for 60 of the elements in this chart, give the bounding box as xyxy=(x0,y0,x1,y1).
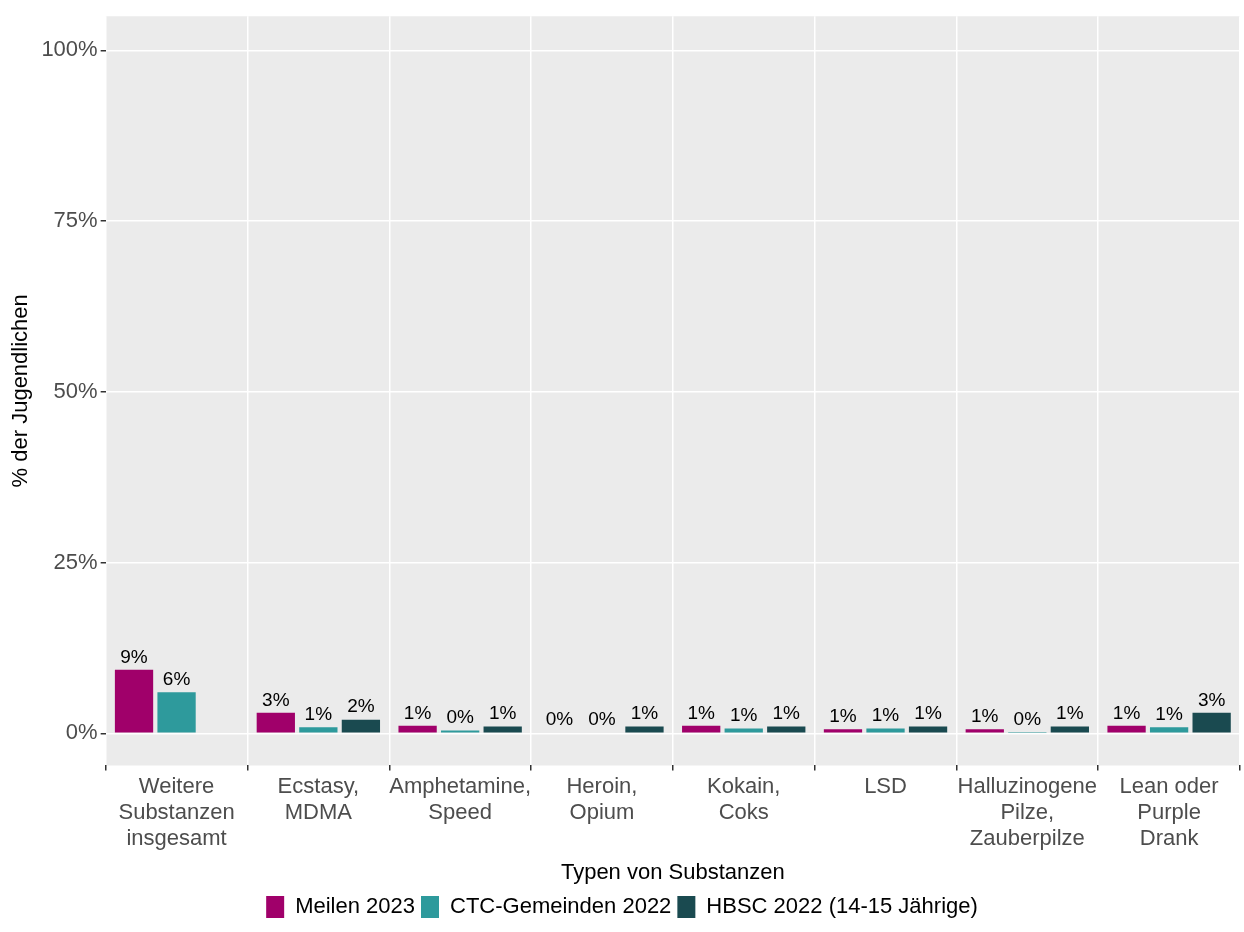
data-label: 1% xyxy=(829,704,857,726)
bar xyxy=(1107,725,1146,733)
x-axis-title: Typen von Substanzen xyxy=(560,858,785,884)
bar xyxy=(483,726,522,733)
legend-label: CTC-Gemeinden 2022 xyxy=(450,893,672,919)
data-label: 1% xyxy=(488,702,517,724)
data-label: 6% xyxy=(162,668,191,690)
bar xyxy=(965,729,1004,733)
data-label: 3% xyxy=(1197,688,1226,710)
bar xyxy=(682,725,721,733)
y-tick-label: 75% xyxy=(53,207,98,233)
bar xyxy=(1050,726,1089,733)
bar xyxy=(341,719,381,733)
bar xyxy=(157,692,196,733)
x-tick-label: Ecstasy, MDMA xyxy=(277,772,360,825)
x-tick-label: Lean oder Purple Drank xyxy=(1119,772,1219,851)
data-label: 1% xyxy=(403,701,432,723)
bar xyxy=(823,729,863,733)
bar xyxy=(866,728,905,733)
data-label: 3% xyxy=(262,688,290,710)
y-tick-label: 50% xyxy=(53,377,98,403)
data-label: 1% xyxy=(630,702,659,724)
data-label: 1% xyxy=(914,702,942,724)
x-tick-label: Weitere Substanzen insgesamt xyxy=(118,772,235,851)
bar xyxy=(1192,712,1231,733)
data-label: 1% xyxy=(971,704,999,726)
data-label: 0% xyxy=(545,708,574,730)
bar xyxy=(299,727,338,733)
y-tick-label: 0% xyxy=(65,719,98,745)
x-tick-label: Heroin, Opium xyxy=(566,772,638,825)
data-label: 0% xyxy=(588,708,616,730)
data-label: 1% xyxy=(772,702,801,724)
data-label: 1% xyxy=(1112,701,1141,723)
data-label: 1% xyxy=(1155,702,1183,724)
bar xyxy=(114,669,154,733)
y-tick-label: 25% xyxy=(53,548,98,574)
y-axis-title: % der Jugendlichen xyxy=(7,294,33,488)
x-tick-label: Kokain, Coks xyxy=(707,772,781,825)
bar xyxy=(908,726,948,733)
bar xyxy=(724,728,763,733)
x-tick-label: Halluzinogene Pilze, Zauberpilze xyxy=(957,772,1098,851)
bar xyxy=(256,712,295,733)
x-tick-label: LSD xyxy=(864,772,907,798)
data-label: 0% xyxy=(1013,707,1042,729)
bar xyxy=(1149,727,1189,733)
data-label: 1% xyxy=(304,702,333,724)
bar xyxy=(767,726,806,733)
data-label: 1% xyxy=(730,704,758,726)
legend-label: HBSC 2022 (14-15 Jährige) xyxy=(706,893,978,919)
bar xyxy=(398,725,437,733)
legend-label: Meilen 2023 xyxy=(295,893,416,919)
data-label: 9% xyxy=(120,645,148,667)
data-label: 0% xyxy=(446,706,474,728)
x-tick-label: Amphetamine, Speed xyxy=(389,772,532,825)
y-tick-label: 100% xyxy=(41,36,98,62)
data-label: 1% xyxy=(871,704,900,726)
bar xyxy=(625,726,664,733)
data-label: 1% xyxy=(687,701,716,723)
data-label: 2% xyxy=(347,695,375,717)
data-label: 1% xyxy=(1056,702,1084,724)
